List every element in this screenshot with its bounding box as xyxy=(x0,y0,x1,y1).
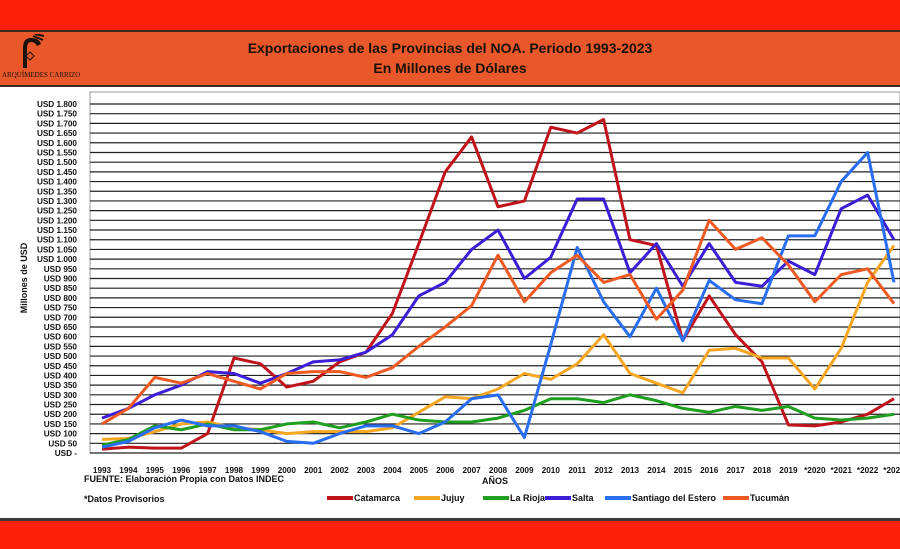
x-tick-label: 2019 xyxy=(779,466,798,475)
x-tick-label: 2017 xyxy=(726,466,745,475)
y-tick-label: USD 200 xyxy=(44,410,78,419)
y-tick-label: USD 500 xyxy=(44,352,78,361)
y-tick-label: USD 850 xyxy=(44,284,78,293)
x-tick-label: 2003 xyxy=(357,466,376,475)
x-tick-label: 2002 xyxy=(330,466,349,475)
legend-label: Salta xyxy=(572,493,595,503)
y-tick-label: USD 1.300 xyxy=(37,197,77,206)
y-tick-label: USD 900 xyxy=(44,275,78,284)
y-tick-label: USD 1.350 xyxy=(37,187,77,196)
series-line-santiago-del-estero xyxy=(101,150,896,449)
y-tick-label: USD 100 xyxy=(44,430,78,439)
logo-text: ARQUÍMEDES CARRIZO xyxy=(2,71,81,79)
x-tick-label: *2020 xyxy=(804,466,826,475)
x-tick-label: 2008 xyxy=(489,466,508,475)
x-tick-label: 1995 xyxy=(146,466,165,475)
series-line-catamarca xyxy=(101,118,895,451)
x-tick-label: 2009 xyxy=(515,466,534,475)
x-tick-label: 1998 xyxy=(225,466,244,475)
header-band: ARQUÍMEDES CARRIZO Exportaciones de las … xyxy=(0,30,900,87)
x-tick-label: 2018 xyxy=(753,466,772,475)
top-band xyxy=(0,0,900,30)
y-tick-label: USD 1.250 xyxy=(37,207,77,216)
y-axis-label: Millones de USD xyxy=(19,242,29,313)
x-tick-label: 2013 xyxy=(621,466,640,475)
y-tick-label: USD 1.650 xyxy=(37,129,77,138)
x-tick-label: 2011 xyxy=(568,466,586,475)
x-tick-label: 1999 xyxy=(251,466,270,475)
x-tick-label: 2015 xyxy=(674,466,693,475)
y-tick-label: USD 750 xyxy=(44,304,78,313)
chart-title: Exportaciones de las Provincias del NOA.… xyxy=(247,40,653,56)
logo-emblem-icon xyxy=(23,33,45,68)
x-tick-label: *2022 xyxy=(857,466,879,475)
x-tick-label: 1993 xyxy=(93,466,112,475)
x-tick-label: 1994 xyxy=(119,466,138,475)
legend: Catamarca Jujuy La Rioja Salta Santiago del … xyxy=(327,493,789,503)
y-tick-label: USD 1.000 xyxy=(37,255,77,264)
chart-subtitle: En Millones de Dólares xyxy=(373,60,527,76)
y-tick-label: USD 1.400 xyxy=(37,178,77,187)
x-axis-label: AÑOS xyxy=(482,476,508,486)
x-tick-label: 2001 xyxy=(304,466,323,475)
legend-label: La Rioja xyxy=(510,493,546,503)
series-line-la-rioja xyxy=(101,393,895,447)
y-tick-label: USD 250 xyxy=(44,401,78,410)
series-line-salta xyxy=(101,193,896,420)
x-tick-label: 2012 xyxy=(594,466,613,475)
logo: ARQUÍMEDES CARRIZO xyxy=(2,33,80,84)
y-tick-label: USD 950 xyxy=(44,265,78,274)
bottom-band xyxy=(0,518,900,549)
x-tick-label: 2005 xyxy=(410,466,429,475)
y-tick-label: USD 1.450 xyxy=(37,168,77,177)
y-tick-label: USD 1.600 xyxy=(37,139,77,148)
x-tick-label: 2006 xyxy=(436,466,455,475)
y-tick-label: USD 350 xyxy=(44,381,78,390)
y-tick-label: USD 1.100 xyxy=(37,236,77,245)
legend-label: Santiago del Estero xyxy=(632,493,717,503)
legend-label: Catamarca xyxy=(354,493,401,503)
y-tick-label: USD 1.150 xyxy=(37,226,77,235)
y-tick-label: USD 150 xyxy=(44,420,78,429)
y-tick-label: USD 400 xyxy=(44,371,78,380)
y-tick-label: USD 550 xyxy=(44,342,78,351)
y-tick-label: USD 1.050 xyxy=(37,245,77,254)
y-tick-label: USD 600 xyxy=(44,333,78,342)
x-tick-label: 2014 xyxy=(647,466,666,475)
y-tick-label: USD - xyxy=(55,449,78,458)
y-tick-label: USD 1.500 xyxy=(37,158,77,167)
series-line-jujuy xyxy=(101,244,896,441)
y-tick-label: USD 700 xyxy=(44,313,78,322)
y-tick-label: USD 1.700 xyxy=(37,119,77,128)
x-tick-label: 2007 xyxy=(462,466,481,475)
legend-label: Jujuy xyxy=(441,493,465,503)
x-tick-label: 2016 xyxy=(700,466,719,475)
legend-label: Tucumán xyxy=(750,493,789,503)
x-tick-label: 2010 xyxy=(542,466,561,475)
y-tick-label: USD 1.550 xyxy=(37,148,77,157)
y-tick-label: USD 1.750 xyxy=(37,110,77,119)
y-tick-label: USD 450 xyxy=(44,362,78,371)
x-tick-label: *2023 xyxy=(883,466,900,475)
y-tick-label: USD 650 xyxy=(44,323,78,332)
x-tick-label: 1996 xyxy=(172,466,191,475)
y-tick-label: USD 1.200 xyxy=(37,216,77,225)
source-note: FUENTE: Elaboración Propia con Datos IND… xyxy=(84,474,285,484)
y-tick-label: USD 1.800 xyxy=(37,100,77,109)
y-tick-label: USD 300 xyxy=(44,391,78,400)
y-tick-label: USD 50 xyxy=(48,439,77,448)
series-line-tucum-n xyxy=(101,218,896,426)
x-tick-label: 2004 xyxy=(383,466,402,475)
provisional-note: *Datos Provisorios xyxy=(84,494,165,504)
x-tick-label: 1997 xyxy=(198,466,217,475)
x-tick-label: 2000 xyxy=(278,466,297,475)
y-tick-label: USD 800 xyxy=(44,294,78,303)
x-tick-label: *2021 xyxy=(830,466,852,475)
